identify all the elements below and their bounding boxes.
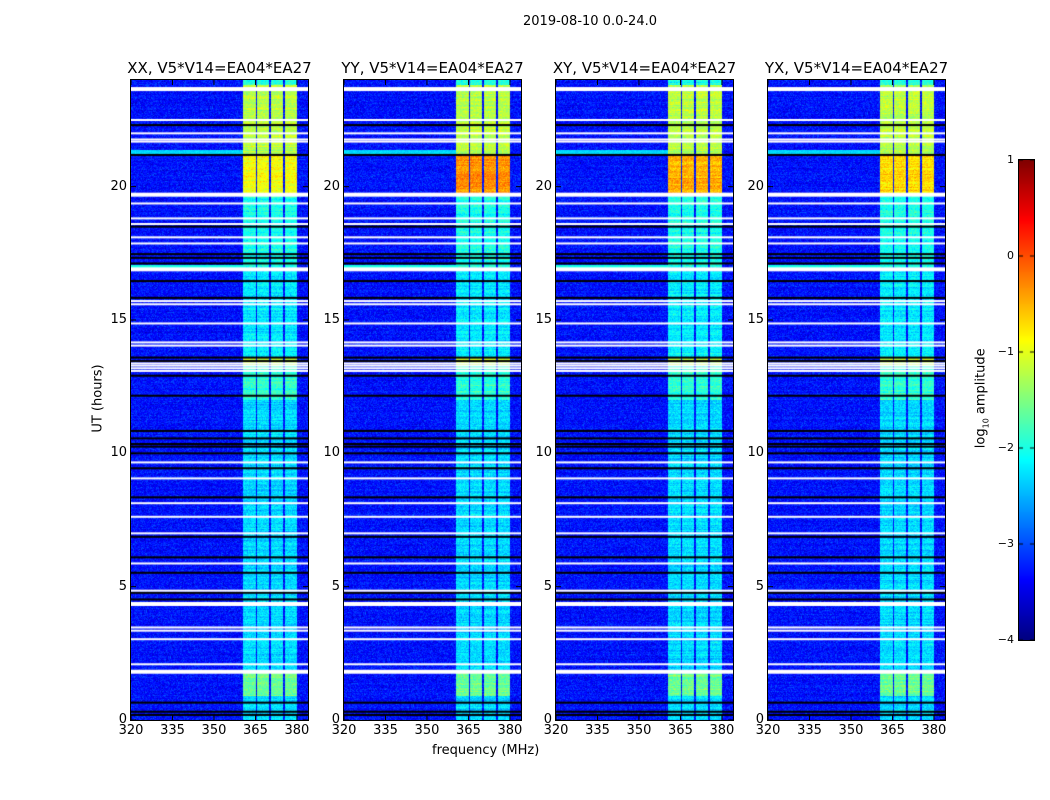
x-tick-label: 350 bbox=[414, 723, 440, 738]
y-tick-label: 0 bbox=[755, 712, 764, 727]
x-tick-label: 380 bbox=[284, 723, 310, 738]
heatmap-image bbox=[131, 80, 308, 720]
y-tick-label: 15 bbox=[747, 312, 764, 327]
x-tick-label: 350 bbox=[838, 723, 864, 738]
x-tick-label: 380 bbox=[497, 723, 523, 738]
x-tick-label: 380 bbox=[921, 723, 947, 738]
spectrogram-panel-yy bbox=[343, 79, 522, 721]
colorbar-tick-label: 1 bbox=[1007, 153, 1014, 166]
colorbar-label-rest: amplitude bbox=[973, 348, 989, 419]
colorbar bbox=[1018, 159, 1035, 641]
y-tick-label: 5 bbox=[543, 578, 552, 594]
y-tick-label: 0 bbox=[543, 712, 552, 727]
y-tick-label: 10 bbox=[110, 445, 127, 461]
panel-title: XY, V5*V14=EA04*EA27 bbox=[552, 59, 737, 77]
x-tick-label: 335 bbox=[797, 723, 822, 738]
panel-title: YY, V5*V14=EA04*EA27 bbox=[341, 59, 524, 77]
y-tick-label: 10 bbox=[535, 445, 552, 461]
y-tick-label: 0 bbox=[118, 712, 127, 727]
colorbar-label-sub: 10 bbox=[981, 418, 991, 429]
y-tick-label: 15 bbox=[535, 312, 552, 327]
x-tick-label: 365 bbox=[243, 723, 268, 738]
y-tick-label: 10 bbox=[747, 445, 764, 461]
panel-title: YX, V5*V14=EA04*EA27 bbox=[764, 59, 949, 77]
y-tick-label: 15 bbox=[110, 312, 127, 327]
x-tick-label: 380 bbox=[709, 723, 735, 738]
heatmap-image bbox=[556, 80, 733, 720]
x-tick-label: 350 bbox=[626, 723, 652, 738]
x-tick-label: 365 bbox=[668, 723, 693, 738]
colorbar-tick-label: 0 bbox=[1007, 249, 1014, 262]
y-tick-label: 20 bbox=[535, 178, 552, 194]
y-tick-label: 5 bbox=[331, 578, 340, 594]
colorbar-gradient bbox=[1019, 160, 1034, 640]
panel-title: XX, V5*V14=EA04*EA27 bbox=[127, 59, 312, 77]
colorbar-tick-label: −3 bbox=[997, 537, 1014, 550]
x-tick-label: 335 bbox=[373, 723, 398, 738]
x-tick-label: 365 bbox=[880, 723, 905, 738]
x-tick-label: 365 bbox=[456, 723, 481, 738]
y-tick-label: 15 bbox=[323, 312, 340, 327]
y-tick-label: 5 bbox=[755, 578, 764, 594]
y-tick-label: 0 bbox=[331, 712, 340, 727]
y-tick-label: 5 bbox=[118, 578, 127, 594]
colorbar-tick-label: −1 bbox=[997, 345, 1014, 358]
spectrogram-panel-xy bbox=[555, 79, 734, 721]
x-tick-label: 335 bbox=[585, 723, 610, 738]
y-tick-label: 20 bbox=[323, 178, 340, 194]
y-axis-label: UT (hours) bbox=[90, 364, 106, 433]
heatmap-image bbox=[768, 80, 945, 720]
y-tick-label: 10 bbox=[323, 445, 340, 461]
x-tick-label: 320 bbox=[543, 723, 569, 738]
x-tick-label: 320 bbox=[755, 723, 781, 738]
heatmap-image bbox=[344, 80, 521, 720]
x-tick-label: 335 bbox=[160, 723, 185, 738]
y-tick-label: 20 bbox=[747, 178, 764, 194]
spectrogram-panel-yx bbox=[767, 79, 946, 721]
y-tick-label: 20 bbox=[110, 178, 127, 194]
colorbar-tick-label: −4 bbox=[997, 633, 1014, 646]
figure-title: 2019-08-10 0.0-24.0 bbox=[523, 14, 657, 29]
x-tick-label: 350 bbox=[201, 723, 227, 738]
colorbar-tick-label: −2 bbox=[997, 441, 1014, 454]
x-axis-label: frequency (MHz) bbox=[432, 743, 540, 758]
x-tick-label: 320 bbox=[118, 723, 144, 738]
spectrogram-panel-xx bbox=[130, 79, 309, 721]
x-tick-label: 320 bbox=[331, 723, 357, 738]
